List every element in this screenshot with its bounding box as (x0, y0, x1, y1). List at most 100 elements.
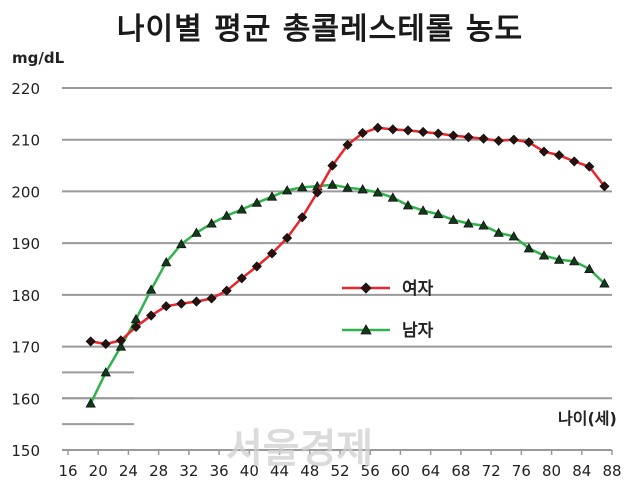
data-point-1-17 (342, 182, 353, 192)
data-point-1-31 (553, 254, 565, 264)
data-point-0-30 (538, 146, 550, 157)
data-point-1-10 (236, 204, 247, 214)
x-axis-label: 나이(세) (558, 409, 617, 428)
x-tick-label-17: 84 (572, 462, 591, 480)
data-point-0-0 (85, 336, 96, 347)
data-point-1-0 (85, 398, 96, 408)
x-tick-label-18: 88 (602, 462, 621, 480)
x-tick-label-8: 48 (300, 462, 319, 480)
data-point-1-1 (100, 367, 111, 377)
legend-marker-0 (360, 282, 372, 294)
data-point-1-7 (191, 227, 202, 237)
data-point-1-12 (266, 191, 278, 201)
data-point-0-4 (146, 310, 157, 321)
data-point-1-8 (206, 218, 217, 228)
y-axis-unit-label: mg/dL (12, 49, 65, 67)
series-female (85, 122, 610, 350)
legend-label-0: 여자 (402, 279, 434, 299)
data-point-1-21 (402, 200, 414, 210)
data-point-0-22 (418, 126, 429, 138)
data-point-0-6 (176, 298, 187, 309)
data-point-0-34 (599, 181, 610, 192)
data-point-0-32 (569, 156, 580, 167)
data-point-1-30 (538, 250, 550, 260)
data-point-0-5 (161, 301, 172, 312)
chart-title: 나이별 평균 총콜레스테롤 농도 (116, 12, 524, 47)
data-point-0-7 (191, 296, 202, 307)
data-point-0-9 (221, 285, 232, 296)
data-point-1-26 (478, 220, 489, 230)
data-point-0-31 (554, 150, 565, 161)
data-point-1-25 (463, 218, 474, 228)
data-point-0-1 (100, 338, 111, 350)
data-point-0-16 (327, 160, 338, 171)
y-tick-label-1: 160 (11, 390, 40, 408)
x-tick-label-4: 32 (179, 462, 198, 480)
y-tick-label-6: 210 (11, 132, 40, 150)
x-tick-label-0: 16 (58, 462, 77, 480)
data-point-1-16 (327, 179, 338, 189)
y-tick-label-7: 220 (11, 80, 40, 98)
data-point-0-15 (312, 187, 323, 198)
legend-label-1: 남자 (402, 321, 434, 341)
x-tick-label-13: 68 (451, 462, 470, 480)
data-point-1-13 (281, 185, 293, 195)
data-point-0-12 (266, 248, 278, 259)
x-tick-label-12: 64 (421, 462, 440, 480)
x-tick-label-7: 44 (270, 462, 289, 480)
data-point-0-14 (297, 212, 308, 223)
x-axis-ticks: 16 20 24 28 32 36 40 44 48 52 56 60 64 68 72 76 80 84 88 (58, 450, 622, 480)
data-point-1-34 (599, 278, 610, 288)
y-tick-label-5: 200 (11, 183, 40, 201)
x-tick-label-5: 36 (210, 462, 229, 480)
data-point-1-32 (569, 255, 580, 266)
data-point-1-9 (221, 210, 232, 220)
data-point-0-17 (342, 139, 353, 150)
gridlines (62, 87, 612, 451)
x-tick-label-15: 76 (512, 462, 531, 480)
x-tick-label-1: 20 (89, 462, 108, 480)
data-point-1-27 (493, 227, 504, 237)
x-tick-label-3: 28 (149, 462, 168, 480)
data-point-1-20 (387, 192, 399, 202)
y-tick-label-0: 150 (11, 442, 40, 460)
data-point-1-28 (508, 231, 519, 241)
data-point-1-22 (417, 205, 429, 215)
data-point-0-13 (282, 232, 293, 244)
x-tick-label-16: 80 (542, 462, 561, 480)
data-point-0-18 (357, 127, 368, 139)
data-point-1-19 (372, 187, 383, 197)
watermark-text: 서울경제 (226, 426, 373, 472)
data-point-0-23 (433, 128, 444, 139)
data-point-0-24 (448, 130, 459, 141)
data-point-1-4 (145, 284, 157, 294)
data-point-0-19 (372, 122, 383, 133)
data-point-0-26 (478, 133, 489, 144)
data-point-1-23 (433, 208, 444, 219)
data-point-1-3 (130, 313, 142, 324)
data-point-0-2 (115, 335, 126, 346)
series-line-0 (90, 126, 606, 346)
y-axis-ticks: 150 160 170 180 190 200 210 220 (11, 80, 40, 460)
x-tick-label-10: 56 (361, 462, 380, 480)
data-point-1-14 (297, 181, 308, 192)
data-point-0-20 (387, 124, 398, 135)
data-point-0-21 (402, 125, 414, 136)
data-point-1-11 (251, 197, 263, 207)
data-point-1-2 (115, 341, 127, 351)
data-point-1-24 (448, 214, 459, 224)
data-point-1-6 (176, 238, 187, 249)
data-point-0-11 (251, 261, 262, 272)
data-point-0-8 (206, 293, 217, 304)
data-point-0-28 (508, 134, 519, 145)
y-tick-label-2: 170 (11, 339, 40, 357)
data-point-0-27 (493, 135, 504, 146)
y-tick-label-3: 180 (11, 287, 40, 305)
data-point-1-18 (357, 184, 368, 194)
data-point-0-29 (523, 137, 534, 148)
data-point-1-29 (523, 242, 535, 253)
data-point-0-25 (463, 132, 474, 143)
x-tick-label-11: 60 (391, 462, 410, 480)
